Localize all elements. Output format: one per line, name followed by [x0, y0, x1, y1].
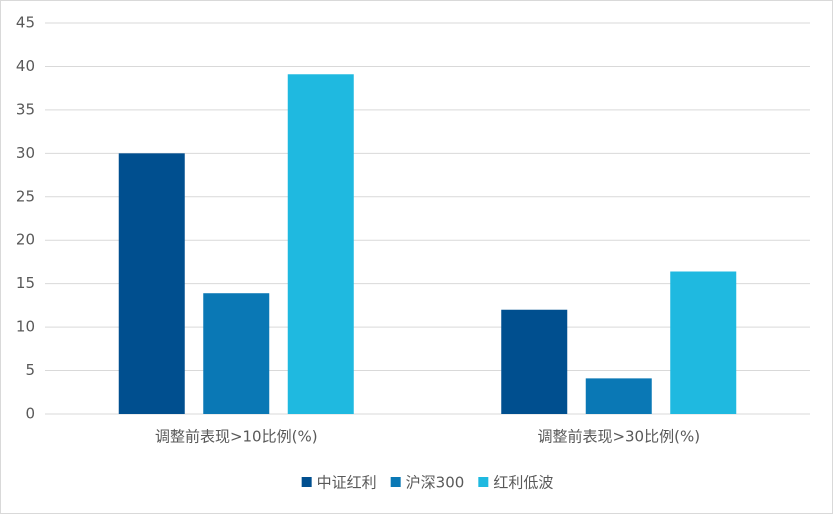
bar	[585, 378, 652, 414]
y-tick-label: 35	[16, 100, 35, 118]
y-tick-label: 25	[16, 187, 35, 205]
bar	[203, 293, 270, 414]
legend-swatch	[478, 477, 489, 487]
legend-swatch	[390, 477, 401, 487]
bar	[670, 271, 737, 414]
bar	[118, 153, 185, 415]
y-tick-label: 45	[16, 14, 35, 32]
y-tick-label: 30	[16, 144, 35, 162]
legend-label: 中证红利	[317, 474, 377, 492]
legend-item: 沪深300	[390, 474, 465, 492]
x-tick-label: 调整前表现>30比例(%)	[537, 428, 700, 446]
y-tick-label: 40	[16, 57, 35, 75]
bar	[287, 74, 354, 415]
legend-label: 红利低波	[493, 474, 553, 492]
y-tick-label: 10	[16, 318, 35, 336]
y-tick-label: 15	[16, 274, 35, 292]
legend: 中证红利 沪深300 红利低波	[301, 474, 553, 492]
legend-item: 中证红利	[301, 474, 377, 492]
y-tick-label: 5	[25, 361, 35, 379]
legend-label: 沪深300	[406, 474, 465, 492]
legend-swatch	[301, 477, 312, 487]
y-tick-label: 0	[25, 405, 35, 423]
bar	[501, 309, 568, 414]
x-tick-label: 调整前表现>10比例(%)	[155, 428, 318, 446]
legend-item: 红利低波	[478, 474, 553, 492]
y-tick-label: 20	[16, 231, 35, 249]
